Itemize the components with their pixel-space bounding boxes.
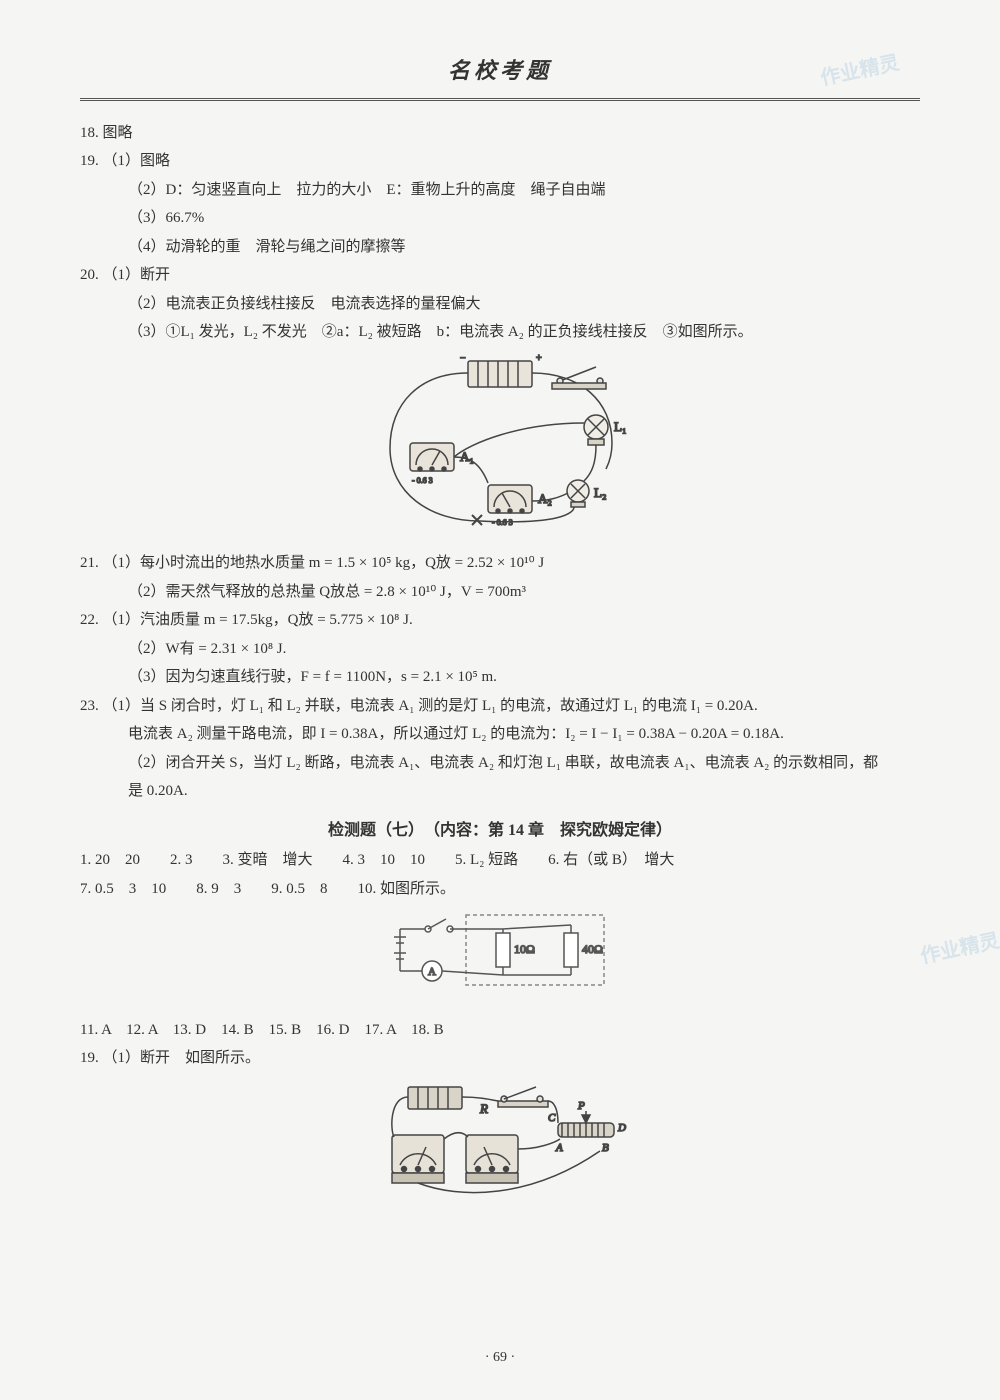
q20-l2: （2）电流表正负接线柱接反 电流表选择的量程偏大 <box>80 290 920 319</box>
svg-text:R: R <box>479 1101 488 1116</box>
q20-l3: （3）①L₁ 发光，L₂ 不发光 ②a：L₂ 被短路 b：电流表 A₂ 的正负接… <box>80 318 920 347</box>
watermark-side: 作业精灵 <box>917 922 1000 976</box>
q18: 18. 图略 <box>80 119 920 148</box>
svg-text:+: + <box>536 353 542 364</box>
q22-l1: 22. （1）汽油质量 m = 17.5kg，Q放 = 5.775 × 10⁸ … <box>80 606 920 635</box>
q19-l4: （4）动滑轮的重 滑轮与绳之间的摩擦等 <box>80 233 920 262</box>
section7-row1: 1. 20 20 2. 3 3. 变暗 增大 4. 3 10 10 5. L₂ … <box>80 846 920 875</box>
svg-text:B: B <box>602 1142 609 1154</box>
svg-text:- 0.6 3: - 0.6 3 <box>412 476 433 485</box>
svg-text:A: A <box>555 1142 563 1154</box>
svg-text:40Ω: 40Ω <box>582 942 603 956</box>
figure-10: 10Ω 40Ω A <box>80 909 920 1010</box>
q22-l3: （3）因为匀速直线行驶，F = f = 1100N，s = 2.1 × 10⁵ … <box>80 663 920 692</box>
svg-text:A: A <box>428 966 436 978</box>
section7-row2: 7. 0.5 3 10 8. 9 3 9. 0.5 8 10. 如图所示。 <box>80 875 920 904</box>
multiple-choice: 11. A 12. A 13. D 14. B 15. B 16. D 17. … <box>80 1016 920 1045</box>
figure-19: R P C D A B <box>80 1079 920 1230</box>
q21-l1: 21. （1）每小时流出的地热水质量 m = 1.5 × 10⁵ kg，Q放 =… <box>80 549 920 578</box>
svg-text:L₂: L₂ <box>594 485 606 500</box>
q23-l4: 是 0.20A. <box>80 777 920 806</box>
page-number: · 69 · <box>0 1345 1000 1372</box>
q19-l2: （2）D：匀速竖直向上 拉力的大小 E：重物上升的高度 绳子自由端 <box>80 176 920 205</box>
svg-text:C: C <box>548 1112 556 1124</box>
svg-text:P: P <box>577 1100 585 1112</box>
section7-title: 检测题（七） （内容：第 14 章 探究欧姆定律） <box>80 816 920 846</box>
q22-l2: （2）W有 = 2.31 × 10⁸ J. <box>80 635 920 664</box>
q21-l2: （2）需天然气释放的总热量 Q放总 = 2.8 × 10¹⁰ J，V = 700… <box>80 578 920 607</box>
svg-text:−: − <box>460 353 466 364</box>
page-title: 名校考题 <box>80 50 920 101</box>
figure-20: − + L₁ L₂ A₁ - 0.6 3 <box>80 353 920 544</box>
q23-l3: （2）闭合开关 S，当灯 L₂ 断路，电流表 A₁、电流表 A₂ 和灯泡 L₁ … <box>80 749 920 778</box>
q20-l1: 20. （1）断开 <box>80 261 920 290</box>
svg-text:10Ω: 10Ω <box>514 942 535 956</box>
q19-l3: （3）66.7% <box>80 204 920 233</box>
svg-text:L₁: L₁ <box>614 419 626 434</box>
q23-l1: 23. （1）当 S 闭合时，灯 L₁ 和 L₂ 并联，电流表 A₁ 测的是灯 … <box>80 692 920 721</box>
q19b: 19. （1）断开 如图所示。 <box>80 1044 920 1073</box>
q23-l2: 电流表 A₂ 测量干路电流，即 I = 0.38A，所以通过灯 L₂ 的电流为：… <box>80 720 920 749</box>
q19-l1: 19. （1）图略 <box>80 147 920 176</box>
svg-text:D: D <box>617 1122 626 1134</box>
